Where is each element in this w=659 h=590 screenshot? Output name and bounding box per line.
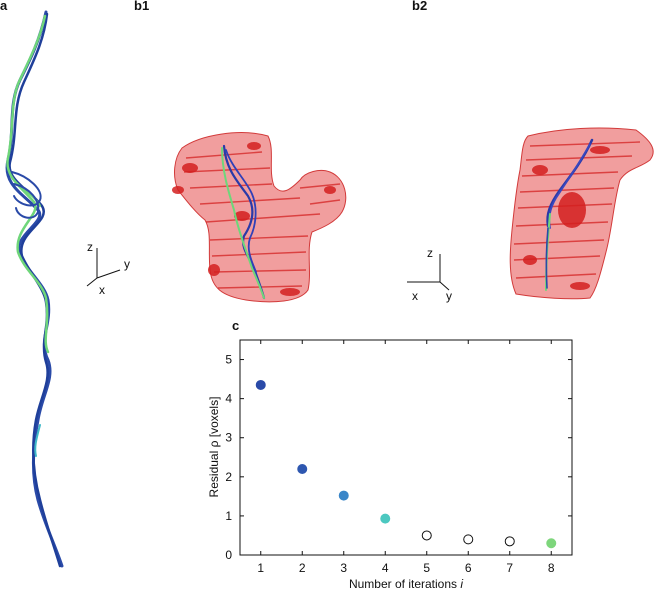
panel-label-a: a: [0, 0, 8, 13]
data-point: [504, 536, 515, 547]
data-point: [421, 530, 432, 541]
panel-a-centerlines: [5, 10, 64, 568]
chart-ylabel: Residual ρ [voxels]: [207, 397, 221, 498]
centerline-curve-cyan: [34, 424, 41, 457]
x-tick-label: 7: [506, 561, 513, 575]
centerline-curve-green: [6, 14, 50, 354]
y-tick-label: 3: [225, 431, 232, 445]
vessel-blobs-b2: [523, 146, 610, 290]
centerline-curve-blue-loop-1: [11, 171, 42, 207]
chart-ticks: 1 2 3 4 5 6 7 8 0 1 2 3 4 5: [225, 340, 572, 575]
centerline-b1-dark: [222, 144, 266, 300]
chart-xlabel: Number of iterations i: [349, 577, 463, 590]
data-point: [338, 490, 349, 501]
y-tick-label: 5: [225, 353, 232, 367]
axis-triad-b2-z: z: [427, 246, 433, 260]
vessel-body-b1: [174, 132, 347, 303]
axis-triad-b2: [407, 254, 450, 291]
y-tick-label: 0: [225, 548, 232, 562]
panel-label-c: c: [232, 318, 240, 333]
axis-triad-b1-y: y: [124, 257, 130, 271]
x-tick-label: 4: [382, 561, 389, 575]
x-tick-label: 5: [423, 561, 430, 575]
panel-b1-vessel: [172, 132, 347, 303]
axis-triad-b1: [86, 248, 121, 287]
axis-triad-b1-x: x: [99, 283, 105, 297]
centerline-b2-lower: [545, 227, 549, 289]
axis-triad-b2-y: y: [446, 289, 452, 303]
x-tick-label: 1: [257, 561, 264, 575]
data-point: [297, 464, 308, 474]
y-tick-label: 1: [225, 509, 232, 523]
x-tick-label: 2: [299, 561, 306, 575]
residual-chart: 1 2 3 4 5 6 7 8 0 1 2 3 4 5 Number of iterations i Re…: [207, 339, 573, 590]
x-tick-label: 8: [548, 561, 555, 575]
centerlines-b1: [221, 144, 266, 300]
chart-points: [255, 379, 557, 549]
axis-triad-b2-x: x: [412, 289, 418, 303]
centerline-curve-blue-loop-2: [13, 183, 40, 219]
axis-triad-b1-z: z: [87, 240, 93, 254]
y-tick-label: 2: [225, 470, 232, 484]
data-point: [546, 538, 557, 549]
vessel-blobs-b1: [172, 142, 336, 296]
data-point: [463, 534, 474, 545]
data-point: [255, 379, 266, 390]
x-tick-label: 3: [340, 561, 347, 575]
data-point: [380, 513, 391, 524]
y-tick-label: 4: [225, 392, 232, 406]
panel-label-b1: b1: [134, 0, 150, 13]
centerlines-b2: [545, 138, 594, 291]
centerline-b1-green: [221, 147, 265, 299]
panel-b2-vessel: [509, 127, 654, 300]
centerline-b1-dark-2: [225, 149, 257, 273]
chart-frame: [239, 339, 573, 556]
centerline-curve-green-b: [11, 177, 41, 207]
x-tick-label: 6: [465, 561, 472, 575]
panel-label-b2: b2: [412, 0, 428, 13]
